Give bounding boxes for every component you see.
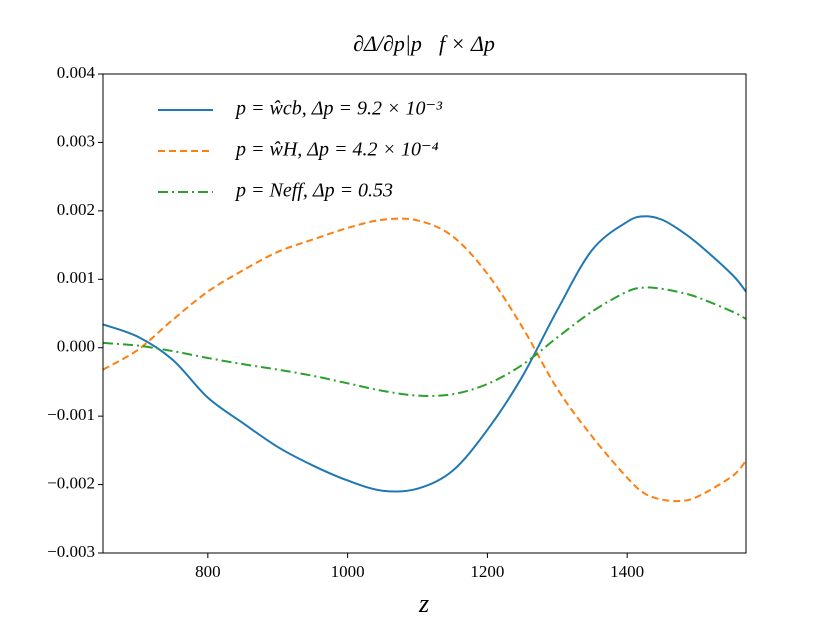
x-tick-label: 1400: [610, 562, 644, 581]
y-tick-label: 0.003: [57, 131, 95, 150]
y-tick-label: −0.002: [47, 473, 95, 492]
chart-title: ∂Δ/∂p|p⃗f × Δp: [353, 31, 495, 56]
legend-label: p = ŵcb, Δp = 9.2 × 10⁻³: [234, 98, 443, 120]
series-line: [103, 217, 746, 503]
y-tick-label: 0.004: [57, 63, 96, 82]
y-tick-label: −0.003: [47, 542, 95, 561]
x-axis-label: z: [418, 589, 429, 618]
y-tick-label: 0.001: [57, 268, 95, 287]
y-tick-label: −0.001: [47, 405, 95, 424]
x-tick-label: 800: [195, 562, 221, 581]
legend-label: p = ŵH, Δp = 4.2 × 10⁻⁴: [234, 139, 439, 161]
y-tick-label: 0.000: [57, 337, 95, 356]
x-tick-label: 1000: [331, 562, 365, 581]
x-tick-label: 1200: [470, 562, 504, 581]
series-line: [103, 286, 746, 397]
plot-frame: [102, 73, 747, 554]
series-line: [103, 215, 746, 493]
legend-label: p = Neff, Δp = 0.53: [234, 180, 393, 202]
y-tick-label: 0.002: [57, 200, 95, 219]
